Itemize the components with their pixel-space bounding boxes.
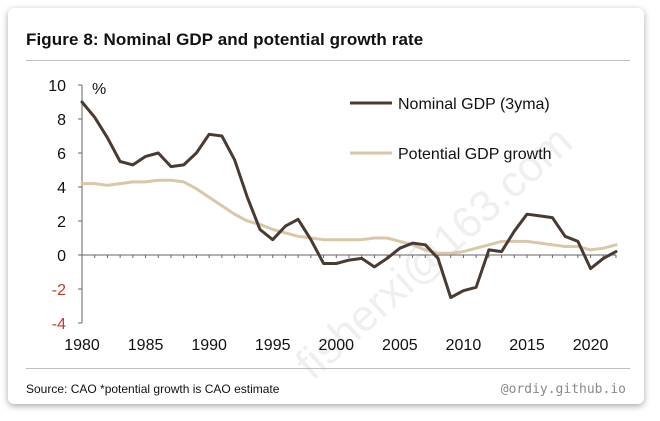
chart-title: Figure 8: Nominal GDP and potential grow… — [26, 30, 424, 49]
title-divider — [26, 60, 630, 61]
legend-label-nominal-gdp: Nominal GDP (3yma) — [398, 96, 550, 113]
x-tick-label: 2005 — [382, 337, 418, 354]
source-divider — [26, 368, 630, 369]
y-tick-label: -4 — [52, 316, 66, 333]
x-tick-label: 2020 — [573, 337, 609, 354]
x-tick-label: 1980 — [64, 337, 100, 354]
x-tick-label: 1990 — [191, 337, 227, 354]
y-axis-unit: % — [92, 81, 106, 98]
y-tick-label: 10 — [48, 78, 66, 95]
x-tick-label: 1985 — [128, 337, 164, 354]
brand-label: @ordiy.github.io — [500, 382, 626, 397]
x-tick-label: 1995 — [255, 337, 291, 354]
x-tick-label: 2015 — [509, 337, 545, 354]
y-tick-label: 4 — [57, 180, 66, 197]
x-tick-label: 2000 — [318, 337, 354, 354]
legend-label-potential-growth: Potential GDP growth — [398, 146, 552, 163]
y-tick-label: -2 — [52, 282, 66, 299]
source-note: Source: CAO *potential growth is CAO est… — [26, 382, 280, 396]
y-tick-label: 6 — [57, 146, 66, 163]
y-tick-label: 8 — [57, 112, 66, 129]
chart-card: Figure 8: Nominal GDP and potential grow… — [8, 8, 644, 404]
chart-series — [80, 100, 618, 299]
y-tick-label: 2 — [57, 214, 66, 231]
series-line-nominal-gdp — [80, 100, 618, 299]
chart-legend: Nominal GDP (3yma) Potential GDP growth — [350, 96, 552, 163]
x-tick-label: 2010 — [446, 337, 482, 354]
series-line-potential-growth — [80, 178, 618, 255]
y-tick-label: 0 — [57, 248, 66, 265]
chart-axes: -4 -2 0 2 4 6 8 10 % 1980 1985 1990 1995 2000 2005 2010… — [48, 78, 617, 354]
